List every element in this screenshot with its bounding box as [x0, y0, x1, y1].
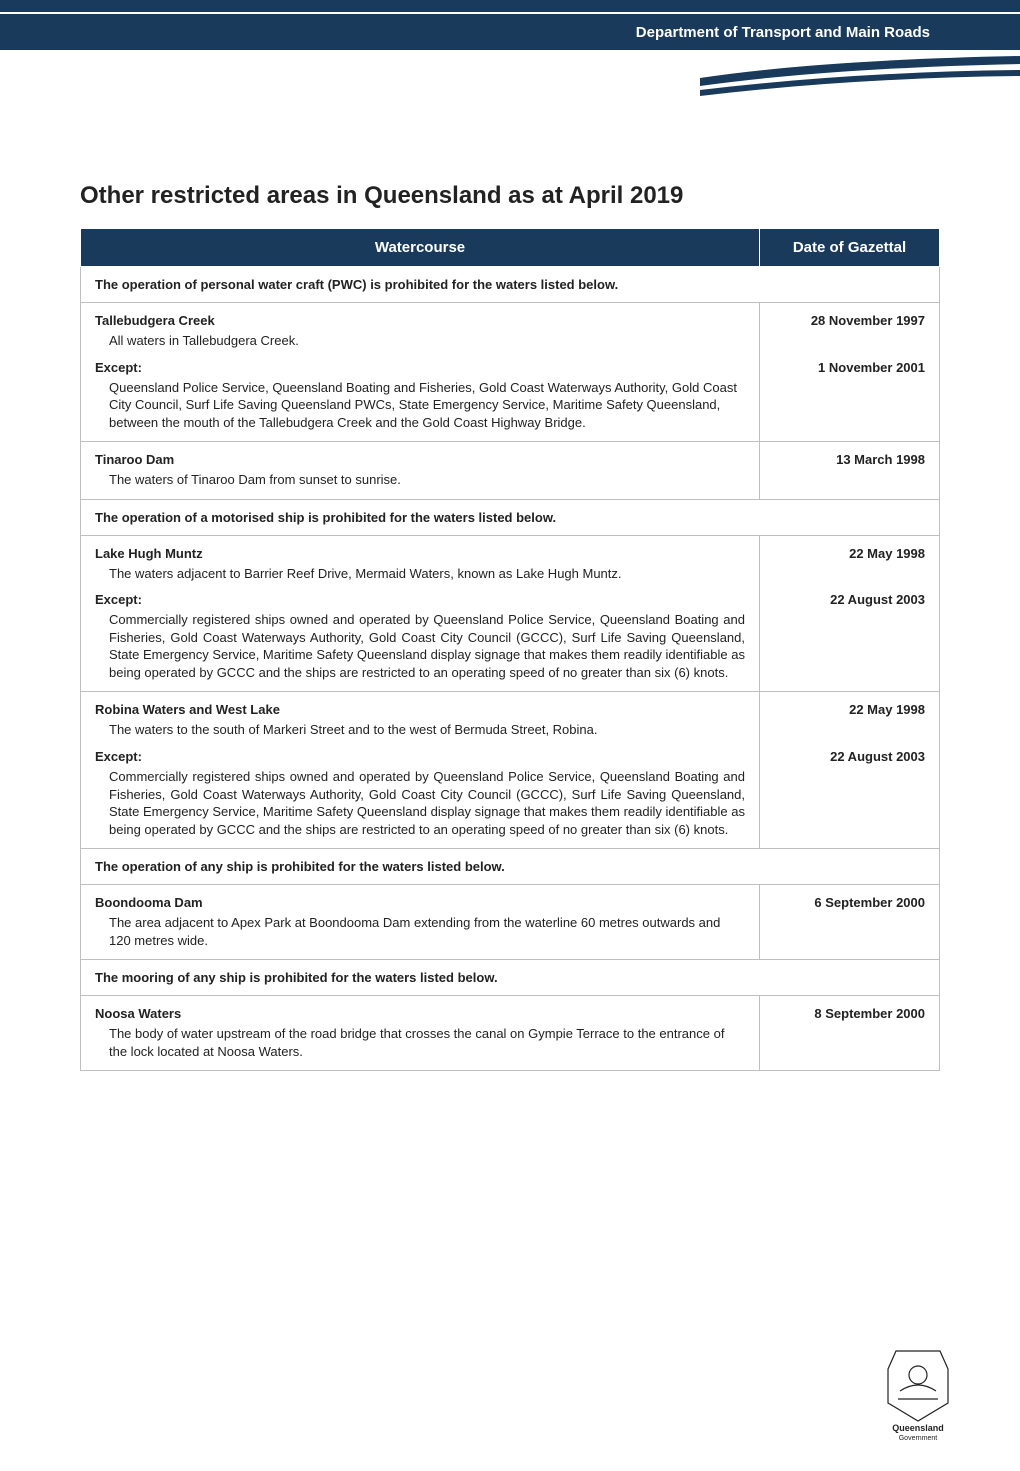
table-cell-watercourse: Boondooma Dam The area adjacent to Apex P… — [81, 885, 760, 960]
section-header: The operation of a motorised ship is pro… — [81, 499, 940, 535]
table-cell-watercourse: Tinaroo Dam The waters of Tinaroo Dam fro… — [81, 442, 760, 500]
except-text: Commercially registered ships owned and … — [109, 768, 745, 838]
entry-title: Robina Waters and West Lake — [95, 702, 745, 717]
section-header: The operation of personal water craft (P… — [81, 267, 940, 303]
entry-title: Tinaroo Dam — [95, 452, 745, 467]
entry-desc: The waters of Tinaroo Dam from sunset to… — [109, 471, 745, 489]
entry-desc: All waters in Tallebudgera Creek. — [109, 332, 745, 350]
table-cell-except: Except: Queensland Police Service, Queens… — [81, 360, 760, 442]
swoosh-graphic — [700, 56, 1020, 96]
table-cell-date: 28 November 1997 — [760, 303, 940, 360]
table-cell-watercourse: Lake Hugh Muntz The waters adjacent to Ba… — [81, 535, 760, 592]
entry-title: Tallebudgera Creek — [95, 313, 745, 328]
restrictions-table: Watercourse Date of Gazettal The operati… — [80, 228, 940, 1071]
table-cell-except-date: 22 August 2003 — [760, 749, 940, 849]
qld-gov-logo-icon: Queensland Government — [876, 1341, 960, 1441]
table-cell-except: Except: Commercially registered ships own… — [81, 592, 760, 692]
except-text: Queensland Police Service, Queensland Bo… — [109, 379, 745, 432]
top-stripe — [0, 0, 1020, 12]
table-cell-watercourse: Noosa Waters The body of water upstream o… — [81, 996, 760, 1071]
restrictions-tbody: The operation of personal water craft (P… — [81, 267, 940, 1071]
except-label: Except: — [95, 360, 745, 375]
entry-desc: The area adjacent to Apex Park at Boondo… — [109, 914, 745, 949]
table-cell-except-date: 22 August 2003 — [760, 592, 940, 692]
department-name: Department of Transport and Main Roads — [636, 24, 930, 41]
svg-text:Queensland: Queensland — [892, 1423, 944, 1433]
except-text: Commercially registered ships owned and … — [109, 611, 745, 681]
page-content: Other restricted areas in Queensland as … — [0, 110, 1020, 1081]
page-title: Other restricted areas in Queensland as … — [80, 182, 940, 210]
table-cell-except-date: 1 November 2001 — [760, 360, 940, 442]
except-label: Except: — [95, 592, 745, 607]
table-cell-date: 8 September 2000 — [760, 996, 940, 1071]
entry-title: Boondooma Dam — [95, 895, 745, 910]
table-cell-date: 6 September 2000 — [760, 885, 940, 960]
table-cell-watercourse: Tallebudgera Creek All waters in Tallebud… — [81, 303, 760, 360]
page-footer: Queensland Government — [0, 1341, 1020, 1471]
section-header: The operation of any ship is prohibited … — [81, 849, 940, 885]
col-header-gazettal: Date of Gazettal — [760, 229, 940, 267]
table-cell-date: 13 March 1998 — [760, 442, 940, 500]
svg-text:Government: Government — [899, 1435, 938, 1441]
table-cell-watercourse: Robina Waters and West Lake The waters to… — [81, 692, 760, 749]
table-cell-except: Except: Commercially registered ships own… — [81, 749, 760, 849]
header-bar: Department of Transport and Main Roads — [0, 12, 1020, 50]
entry-desc: The waters to the south of Markeri Stree… — [109, 721, 745, 739]
header-swoosh-area — [0, 50, 1020, 110]
entry-desc: The body of water upstream of the road b… — [109, 1025, 745, 1060]
table-cell-date: 22 May 1998 — [760, 535, 940, 592]
entry-title: Lake Hugh Muntz — [95, 546, 745, 561]
table-cell-date: 22 May 1998 — [760, 692, 940, 749]
entry-title: Noosa Waters — [95, 1006, 745, 1021]
entry-desc: The waters adjacent to Barrier Reef Driv… — [109, 565, 745, 583]
col-header-watercourse: Watercourse — [81, 229, 760, 267]
section-header: The mooring of any ship is prohibited fo… — [81, 960, 940, 996]
except-label: Except: — [95, 749, 745, 764]
